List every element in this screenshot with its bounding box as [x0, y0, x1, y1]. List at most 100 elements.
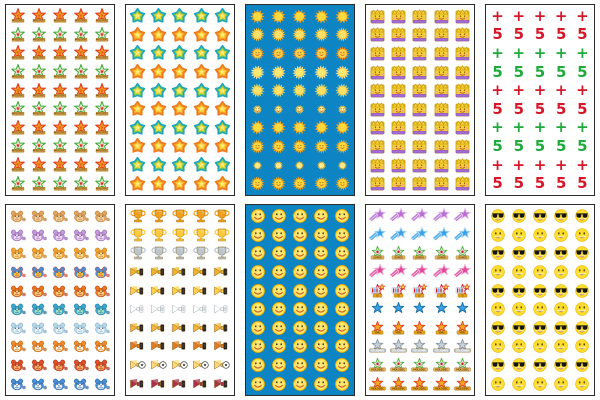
grade-glyph[interactable]: +	[551, 119, 572, 138]
sticker[interactable]	[388, 26, 409, 45]
sticker[interactable]	[388, 156, 409, 175]
sticker[interactable]	[28, 374, 49, 393]
sticker[interactable]	[247, 244, 268, 263]
sticker[interactable]	[289, 63, 310, 82]
sticker[interactable]	[529, 281, 550, 300]
sticker[interactable]: MOLODEC	[71, 174, 92, 193]
sticker[interactable]	[191, 244, 212, 263]
sticker[interactable]	[409, 156, 430, 175]
sticker[interactable]	[148, 26, 169, 45]
sticker[interactable]	[212, 319, 233, 338]
grade-glyph[interactable]: 5	[529, 26, 550, 45]
sticker[interactable]	[49, 319, 70, 338]
sticker[interactable]	[529, 337, 550, 356]
grade-glyph[interactable]: +	[529, 156, 550, 175]
sticker[interactable]	[71, 281, 92, 300]
sticker[interactable]	[212, 7, 233, 26]
sticker[interactable]: MOLODEC	[92, 26, 113, 45]
grade-glyph[interactable]: +	[487, 119, 508, 138]
sticker[interactable]: !!!	[452, 281, 473, 300]
sticker[interactable]	[332, 337, 353, 356]
sticker[interactable]	[572, 300, 593, 319]
sticker[interactable]	[191, 300, 212, 319]
sticker[interactable]	[452, 263, 473, 282]
sticker[interactable]	[28, 356, 49, 375]
sticker[interactable]	[71, 207, 92, 226]
sticker[interactable]	[127, 137, 148, 156]
sticker[interactable]	[332, 300, 353, 319]
sticker[interactable]: OTLICHNO	[388, 337, 409, 356]
sticker[interactable]	[191, 374, 212, 393]
grade-glyph[interactable]: +	[572, 7, 593, 26]
sticker[interactable]	[551, 319, 572, 338]
grade-glyph[interactable]: +	[572, 156, 593, 175]
sticker[interactable]	[431, 44, 452, 63]
sticker[interactable]	[268, 337, 289, 356]
sticker[interactable]	[169, 63, 190, 82]
grade-glyph[interactable]: 5	[551, 100, 572, 119]
sticker[interactable]	[529, 207, 550, 226]
sticker[interactable]	[247, 374, 268, 393]
sticker[interactable]	[289, 337, 310, 356]
smiley-sheet[interactable]	[245, 204, 355, 396]
grade-glyph[interactable]: 5	[487, 100, 508, 119]
sticker[interactable]	[212, 337, 233, 356]
sticker[interactable]	[431, 7, 452, 26]
sticker[interactable]: OTLICHNO	[367, 337, 388, 356]
sticker[interactable]	[268, 100, 289, 119]
sticker[interactable]: MOLODEC	[71, 63, 92, 82]
sticker[interactable]	[148, 7, 169, 26]
sticker[interactable]	[311, 356, 332, 375]
sticker[interactable]	[508, 374, 529, 393]
sticker[interactable]	[487, 207, 508, 226]
sticker[interactable]: MOLODEC	[49, 100, 70, 119]
sticker[interactable]	[169, 119, 190, 138]
sticker[interactable]	[268, 374, 289, 393]
grade-glyph[interactable]: 5	[508, 26, 529, 45]
sticker[interactable]	[247, 26, 268, 45]
sticker[interactable]	[452, 137, 473, 156]
sticker[interactable]	[452, 44, 473, 63]
sticker[interactable]	[92, 244, 113, 263]
sticker[interactable]	[127, 7, 148, 26]
sticker[interactable]	[487, 263, 508, 282]
sticker[interactable]: MOLODEC	[71, 26, 92, 45]
sticker[interactable]	[212, 207, 233, 226]
sticker[interactable]: MOLODEC	[7, 174, 28, 193]
sticker[interactable]: MOLODEC	[7, 7, 28, 26]
sticker[interactable]	[388, 207, 409, 226]
sticker[interactable]: !!!	[431, 281, 452, 300]
grade-glyph[interactable]: +	[529, 119, 550, 138]
sticker[interactable]: MOLODEC	[431, 356, 452, 375]
sticker[interactable]	[148, 374, 169, 393]
grade-glyph[interactable]: 5	[529, 174, 550, 193]
sticker[interactable]	[247, 226, 268, 245]
sticker[interactable]	[508, 337, 529, 356]
sticker[interactable]	[388, 81, 409, 100]
sticker[interactable]	[169, 26, 190, 45]
sticker[interactable]	[127, 81, 148, 100]
sticker[interactable]: OTLICHNO	[431, 337, 452, 356]
sticker[interactable]	[212, 44, 233, 63]
sticker[interactable]: MOLODEC	[7, 44, 28, 63]
sticker[interactable]	[332, 356, 353, 375]
sticker[interactable]: !!!	[409, 281, 430, 300]
sticker[interactable]	[92, 226, 113, 245]
sticker[interactable]	[127, 374, 148, 393]
sticker[interactable]	[332, 100, 353, 119]
grade-glyph[interactable]: +	[508, 156, 529, 175]
sticker[interactable]	[169, 356, 190, 375]
sticker[interactable]: MOLODEC	[92, 7, 113, 26]
sticker[interactable]	[367, 44, 388, 63]
sticker[interactable]	[148, 319, 169, 338]
sticker[interactable]	[92, 374, 113, 393]
sticker[interactable]	[148, 119, 169, 138]
sticker[interactable]: MOLODEC	[409, 374, 430, 393]
sticker[interactable]: MOLODEC	[49, 7, 70, 26]
sticker[interactable]	[71, 337, 92, 356]
sticker[interactable]	[311, 374, 332, 393]
sticker[interactable]	[289, 81, 310, 100]
sticker[interactable]: SUPER	[388, 244, 409, 263]
sticker[interactable]	[212, 100, 233, 119]
sticker[interactable]	[7, 374, 28, 393]
